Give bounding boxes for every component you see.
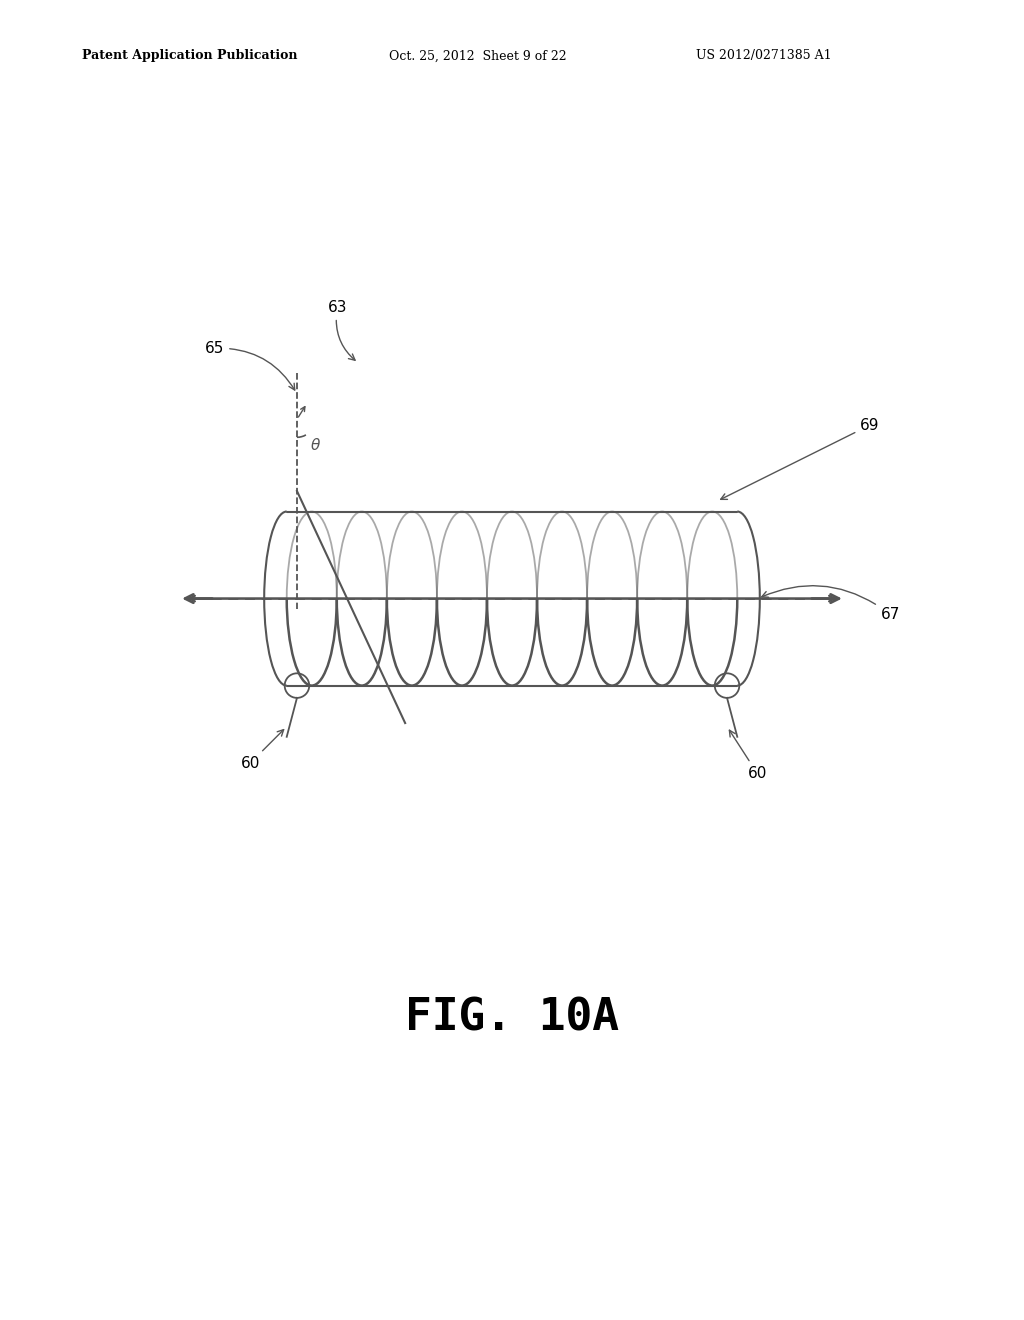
Text: 65: 65 [205,341,295,389]
Text: Patent Application Publication: Patent Application Publication [82,49,297,62]
Text: $\theta$: $\theta$ [310,437,321,453]
Text: Oct. 25, 2012  Sheet 9 of 22: Oct. 25, 2012 Sheet 9 of 22 [389,49,566,62]
Text: FIG. 10A: FIG. 10A [406,997,618,1040]
Text: 63: 63 [328,300,355,360]
Text: 69: 69 [721,417,880,499]
Text: 60: 60 [241,730,284,771]
Text: US 2012/0271385 A1: US 2012/0271385 A1 [696,49,831,62]
Text: 67: 67 [762,586,900,622]
Text: 60: 60 [729,730,767,780]
